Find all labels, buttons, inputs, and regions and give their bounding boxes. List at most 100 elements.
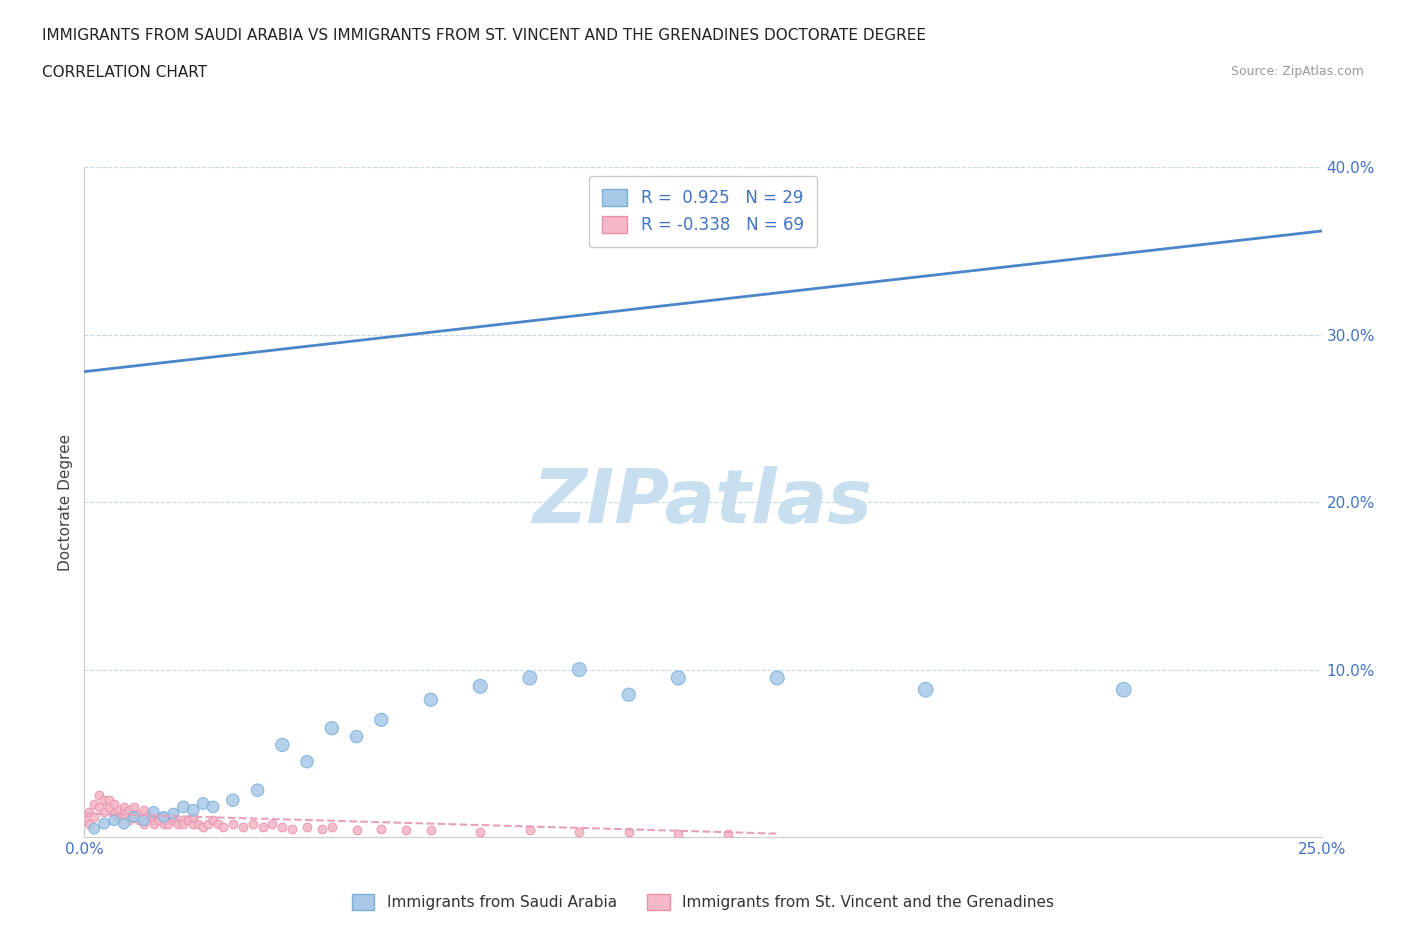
Point — [470, 679, 492, 694]
Point — [181, 817, 204, 831]
Point — [187, 817, 209, 831]
Point — [295, 754, 318, 769]
Point — [207, 817, 229, 831]
Point — [79, 817, 101, 831]
Point — [262, 817, 284, 831]
Point — [148, 813, 170, 828]
Point — [519, 823, 541, 838]
Point — [470, 825, 492, 840]
Text: IMMIGRANTS FROM SAUDI ARABIA VS IMMIGRANTS FROM ST. VINCENT AND THE GRENADINES D: IMMIGRANTS FROM SAUDI ARABIA VS IMMIGRAN… — [42, 28, 927, 43]
Point — [89, 788, 111, 803]
Point — [128, 813, 150, 828]
Point — [202, 813, 225, 828]
Point — [93, 792, 115, 807]
Point — [162, 809, 184, 824]
Point — [103, 806, 125, 821]
Point — [519, 671, 541, 685]
Point — [122, 809, 145, 824]
Point — [197, 817, 219, 831]
Point — [152, 817, 174, 831]
Point — [93, 817, 115, 831]
Point — [177, 813, 200, 828]
Point — [148, 809, 170, 824]
Point — [172, 817, 194, 831]
Point — [89, 800, 111, 815]
Point — [73, 813, 96, 828]
Point — [79, 804, 101, 819]
Point — [311, 821, 333, 836]
Point — [152, 809, 174, 824]
Point — [191, 796, 214, 811]
Text: CORRELATION CHART: CORRELATION CHART — [42, 65, 207, 80]
Point — [132, 803, 155, 817]
Point — [142, 813, 165, 828]
Legend: Immigrants from Saudi Arabia, Immigrants from St. Vincent and the Grenadines: Immigrants from Saudi Arabia, Immigrants… — [344, 886, 1062, 918]
Point — [122, 800, 145, 815]
Point — [98, 800, 121, 815]
Point — [103, 796, 125, 811]
Point — [122, 809, 145, 824]
Point — [112, 800, 135, 815]
Point — [118, 803, 141, 817]
Point — [142, 804, 165, 819]
Point — [108, 803, 131, 817]
Point — [138, 809, 160, 824]
Point — [232, 819, 254, 834]
Point — [370, 821, 392, 836]
Point — [108, 809, 131, 824]
Point — [321, 819, 343, 834]
Point — [152, 809, 174, 824]
Point — [191, 819, 214, 834]
Point — [568, 662, 591, 677]
Point — [162, 806, 184, 821]
Point — [142, 817, 165, 831]
Text: Source: ZipAtlas.com: Source: ZipAtlas.com — [1230, 65, 1364, 78]
Point — [346, 729, 368, 744]
Point — [252, 819, 274, 834]
Point — [118, 813, 141, 828]
Point — [419, 823, 441, 838]
Point — [1112, 683, 1135, 698]
Point — [83, 821, 105, 836]
Point — [83, 796, 105, 811]
Point — [246, 783, 269, 798]
Point — [666, 671, 689, 685]
Point — [212, 819, 235, 834]
Point — [395, 823, 418, 838]
Point — [271, 819, 294, 834]
Point — [370, 712, 392, 727]
Y-axis label: Doctorate Degree: Doctorate Degree — [58, 433, 73, 571]
Point — [181, 809, 204, 824]
Point — [295, 819, 318, 834]
Point — [157, 817, 180, 831]
Legend: R =  0.925   N = 29, R = -0.338   N = 69: R = 0.925 N = 29, R = -0.338 N = 69 — [589, 176, 817, 247]
Point — [321, 721, 343, 736]
Point — [172, 813, 194, 828]
Point — [717, 826, 740, 841]
Point — [112, 806, 135, 821]
Point — [242, 817, 264, 831]
Point — [617, 825, 640, 840]
Point — [132, 817, 155, 831]
Point — [93, 804, 115, 819]
Point — [83, 809, 105, 824]
Point — [914, 683, 936, 698]
Text: ZIPatlas: ZIPatlas — [533, 466, 873, 538]
Point — [167, 817, 190, 831]
Point — [419, 692, 441, 707]
Point — [172, 800, 194, 815]
Point — [128, 806, 150, 821]
Point — [666, 826, 689, 841]
Point — [181, 803, 204, 817]
Point — [103, 813, 125, 828]
Point — [568, 825, 591, 840]
Point — [112, 817, 135, 831]
Point — [132, 813, 155, 828]
Point — [766, 671, 789, 685]
Point — [222, 817, 245, 831]
Point — [162, 813, 184, 828]
Point — [281, 821, 304, 836]
Point — [202, 800, 225, 815]
Point — [271, 737, 294, 752]
Point — [138, 806, 160, 821]
